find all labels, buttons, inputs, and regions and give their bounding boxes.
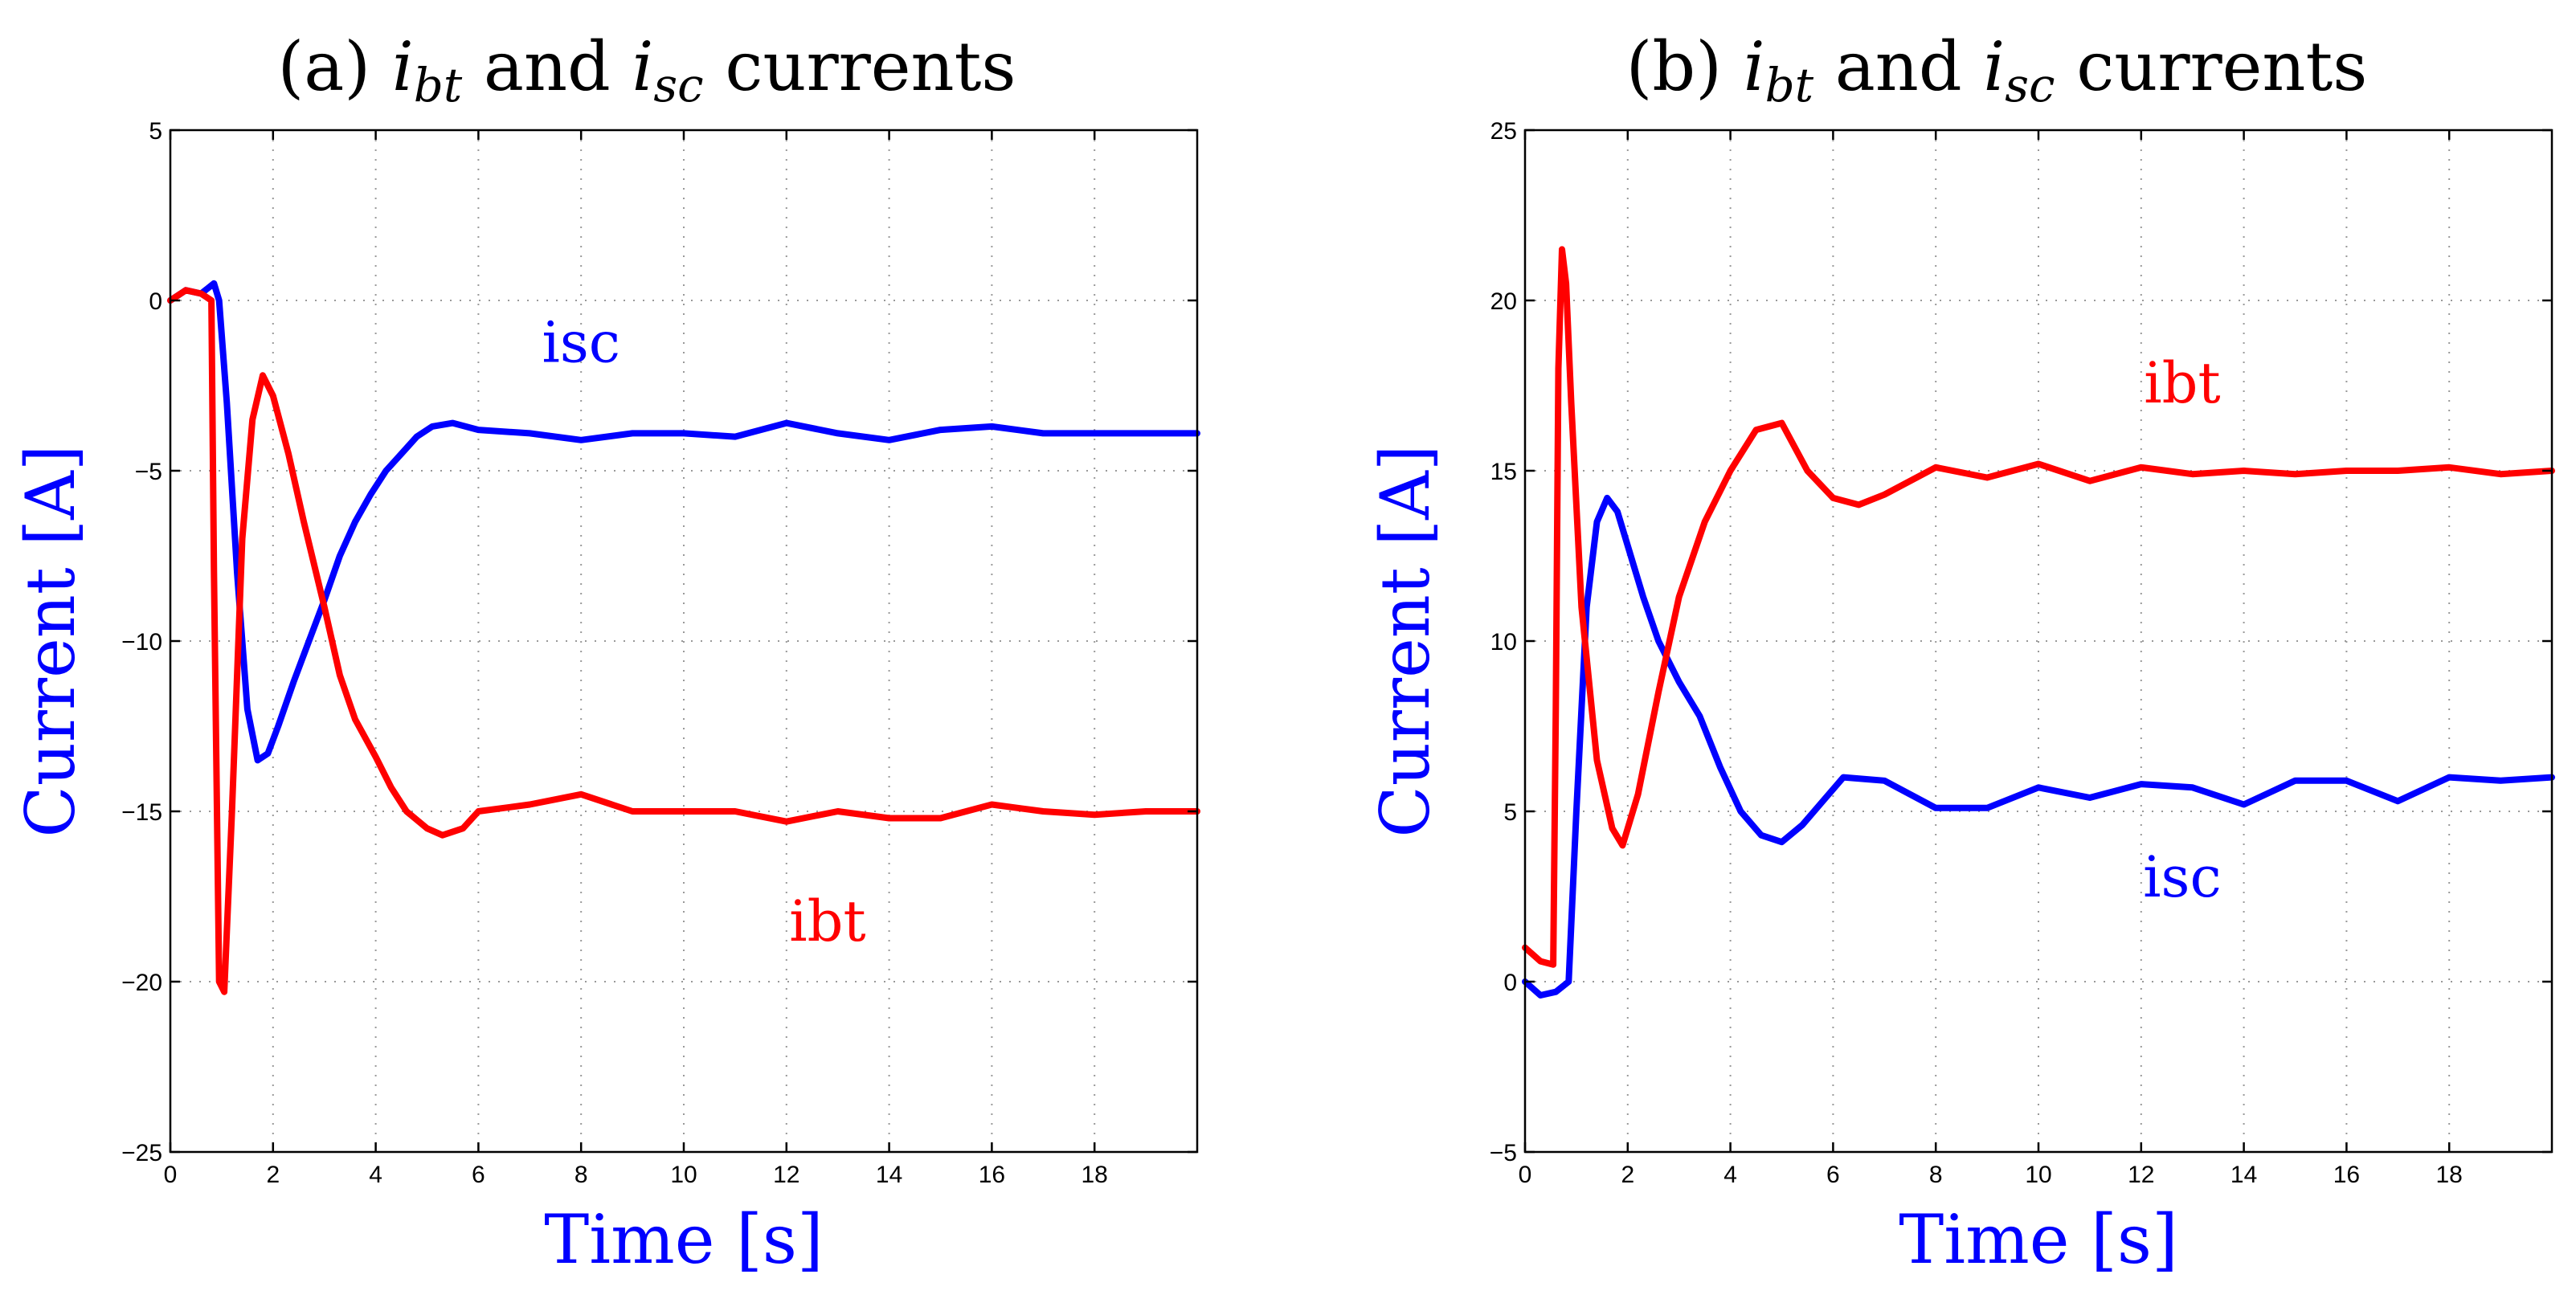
x-tick-label: 14 — [876, 1162, 902, 1188]
chart-b-annotations: ibt isc — [2143, 350, 2222, 910]
chart-b-title-var1: i — [1744, 27, 1765, 106]
chart-a-title-sub2: sc — [653, 58, 703, 112]
chart-a-title: (a) ibt and isc currents — [278, 27, 1016, 117]
x-tick-label: 8 — [574, 1162, 588, 1188]
series-ibt — [167, 287, 1200, 995]
chart-a-title-sub1: bt — [414, 58, 463, 112]
annotation-ibt: ibt — [2144, 350, 2220, 416]
y-tick-label: 0 — [149, 288, 162, 315]
y-tick-label: 5 — [149, 118, 162, 145]
y-tick-label: 0 — [1503, 970, 1517, 996]
x-tick-label: 4 — [369, 1162, 382, 1188]
series-isc — [167, 280, 1200, 764]
x-tick-label: 8 — [1929, 1162, 1943, 1188]
x-tick-label: 0 — [1519, 1162, 1532, 1188]
x-tick-label: 2 — [1621, 1162, 1634, 1188]
x-tick-label: 10 — [670, 1162, 697, 1188]
y-tick-label: −25 — [121, 1140, 162, 1166]
chart-b-grid — [1525, 130, 2552, 1152]
chart-b-title: (b) ibt and isc currents — [1626, 27, 2368, 117]
x-tick-label: 12 — [773, 1162, 799, 1188]
chart-a-grid — [170, 130, 1197, 1152]
chart-a-title-suffix: currents — [725, 27, 1016, 106]
x-tick-label: 2 — [266, 1162, 280, 1188]
chart-a-lines — [167, 280, 1200, 995]
y-tick-label: −20 — [121, 970, 162, 996]
chart-a-xlabel: Time [s] — [544, 1200, 824, 1279]
y-tick-label: −10 — [121, 629, 162, 656]
x-tick-label: 16 — [979, 1162, 1005, 1188]
y-tick-label: 25 — [1490, 118, 1517, 145]
chart-a-title-prefix: (a) — [278, 27, 371, 106]
x-tick-label: 16 — [2333, 1162, 2360, 1188]
x-tick-label: 0 — [164, 1162, 178, 1188]
y-tick-label: −15 — [121, 799, 162, 826]
annotation-ibt: ibt — [789, 888, 865, 954]
annotation-isc: isc — [2143, 844, 2222, 910]
y-tick-label: 10 — [1490, 629, 1517, 656]
chart-a-title-var2: i — [632, 27, 654, 106]
chart-b-title-sub1: bt — [1765, 58, 1814, 112]
chart-b-lines — [1522, 246, 2555, 999]
chart-b-title-suffix: currents — [2076, 27, 2367, 106]
annotation-isc: isc — [542, 309, 620, 375]
chart-a-title-var1: i — [392, 27, 414, 106]
x-tick-label: 12 — [2128, 1162, 2154, 1188]
chart-b-title-var2: i — [1983, 27, 2005, 106]
chart-a-ylabel: Current [A] — [11, 444, 90, 837]
chart-b-title-sub2: sc — [2005, 58, 2055, 112]
y-tick-label: 5 — [1503, 799, 1517, 826]
chart-b-title-prefix: (b) — [1626, 27, 1722, 106]
x-tick-label: 6 — [472, 1162, 485, 1188]
chart-a: (a) ibt and isc currents 0 2 4 6 8 10 12 14 16 18… — [11, 27, 1200, 1279]
chart-a-annotations: isc ibt — [542, 309, 865, 954]
y-tick-label: −5 — [1490, 1140, 1517, 1166]
chart-b-xlabel: Time [s] — [1899, 1200, 2178, 1279]
chart-b: (b) ibt and isc currents 0 2 4 6 8 10 12 14 16 18… — [1366, 27, 2555, 1279]
x-tick-label: 18 — [2436, 1162, 2463, 1188]
series-isc — [1522, 494, 2555, 999]
x-tick-label: 6 — [1826, 1162, 1840, 1188]
x-tick-label: 14 — [2230, 1162, 2257, 1188]
series-ibt — [1522, 246, 2555, 968]
chart-a-ticks: 0 2 4 6 8 10 12 14 16 18 5 0 −5 −10 −15 −20 −25 — [121, 118, 1197, 1188]
chart-b-title-and: and — [1835, 27, 1962, 106]
x-tick-label: 18 — [1082, 1162, 1108, 1188]
chart-a-title-and: and — [484, 27, 611, 106]
y-tick-label: −5 — [135, 459, 162, 485]
y-tick-label: 20 — [1490, 288, 1517, 315]
chart-b-ylabel: Current [A] — [1366, 444, 1445, 837]
x-tick-label: 4 — [1723, 1162, 1737, 1188]
x-tick-label: 10 — [2025, 1162, 2051, 1188]
y-tick-label: 15 — [1490, 459, 1517, 485]
